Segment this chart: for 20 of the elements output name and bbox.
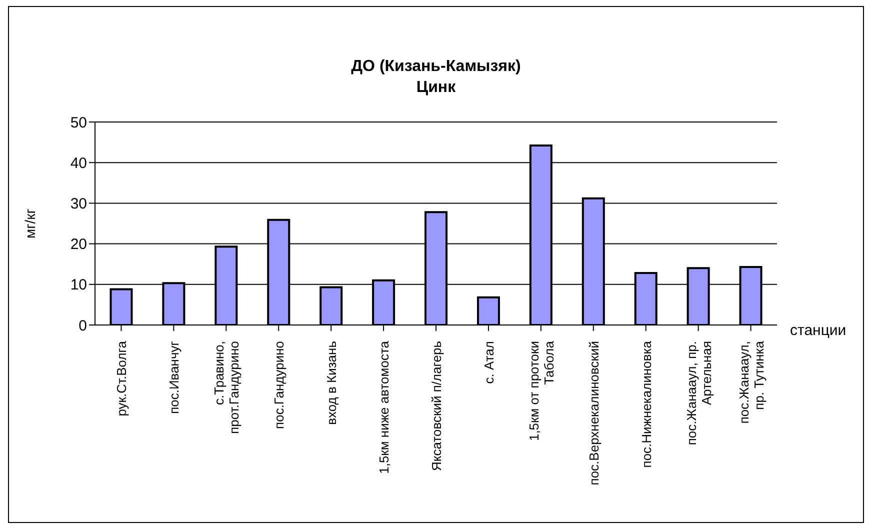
y-tick-label: 40 <box>70 154 87 172</box>
x-tick-label: вход в Кизань <box>324 340 340 425</box>
x-tick-label: с. Атал <box>481 341 496 384</box>
x-tick-label: пос.Гандурино <box>272 341 287 429</box>
x-tick-label: пос.Нижнекалиновка <box>638 340 654 468</box>
y-tick-label: 10 <box>70 276 87 294</box>
y-tick-label: 0 <box>78 317 87 334</box>
chart-title: ДО (Кизань-Камызяк) <box>350 58 522 76</box>
x-tick-label: рук.Ст.Волга <box>114 340 130 416</box>
y-axis-title: мг/кг <box>22 208 38 238</box>
x-tick-label: пос.Верхнекалиновский <box>586 341 602 486</box>
x-tick-label: пос.Иванчуг <box>166 340 182 414</box>
x-tick-label: 1,5км ниже автомоста <box>376 340 392 474</box>
chart-subtitle: Цинк <box>415 79 457 97</box>
y-tick-label: 20 <box>70 236 87 254</box>
x-tick-label: 1,5км от протоки Табола <box>526 340 556 442</box>
x-axis-title: станции <box>790 322 846 339</box>
x-tick-label: Яксатовский п/лагерь <box>429 340 444 471</box>
y-tick-label: 30 <box>70 196 87 213</box>
y-tick-label: 50 <box>70 114 87 132</box>
